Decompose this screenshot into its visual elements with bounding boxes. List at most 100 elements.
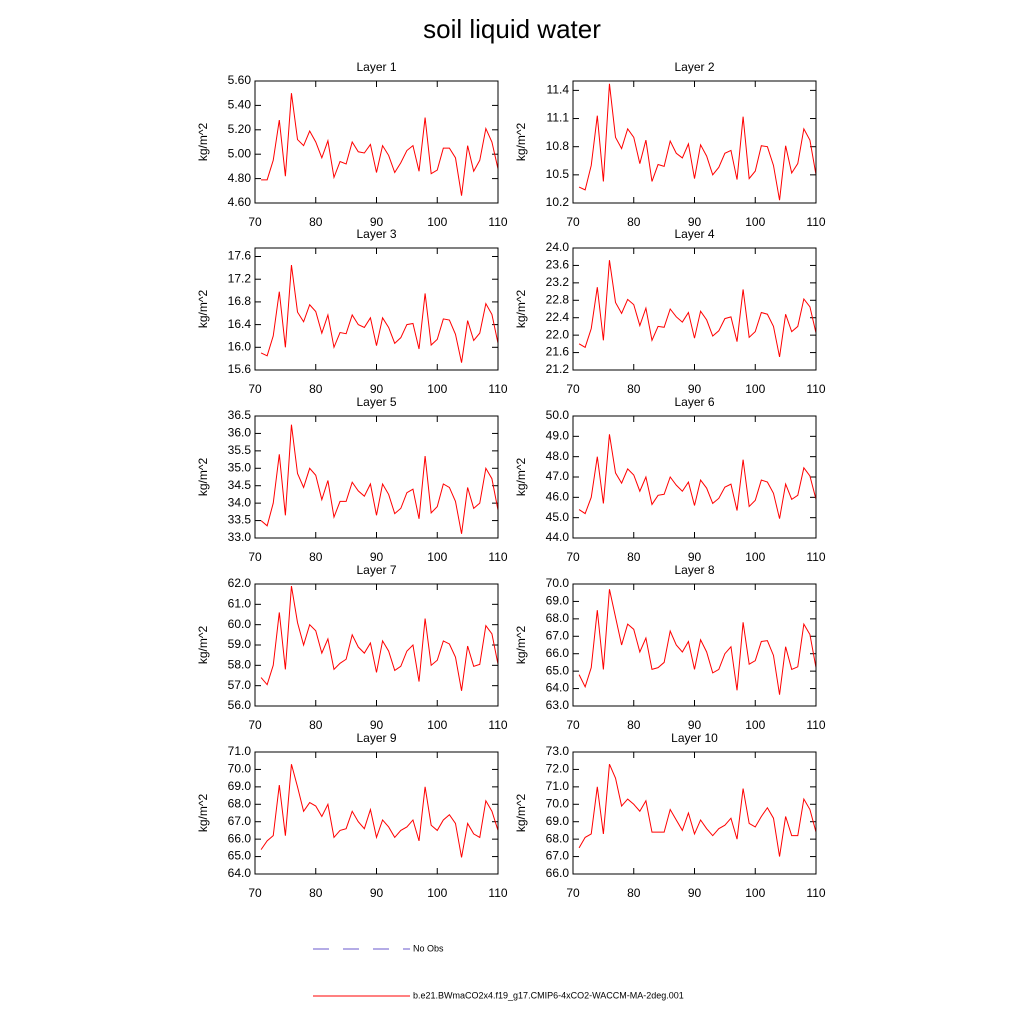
x-tick-label: 100 (427, 718, 447, 732)
y-tick-label: 16.4 (228, 317, 252, 331)
y-tick-label: 34.5 (228, 478, 252, 492)
y-tick-label: 70.0 (546, 576, 570, 590)
y-tick-label: 35.0 (228, 460, 252, 474)
panel-title: Layer 2 (674, 60, 714, 74)
y-tick-label: 10.8 (546, 139, 570, 153)
data-line (260, 264, 499, 363)
x-tick-label: 100 (427, 550, 447, 564)
data-line (260, 424, 499, 534)
x-tick-label: 100 (745, 550, 765, 564)
x-tick-label: 70 (566, 382, 580, 396)
panel: Layer 8 kg/m^2 63.0 64.0 65.0 66.0 67.0 68.0 69.… (514, 563, 826, 732)
x-tick-label: 90 (370, 886, 384, 900)
y-axis-label: kg/m^2 (514, 458, 528, 497)
x-tick-label: 110 (806, 382, 825, 396)
x-tick-label: 80 (309, 886, 323, 900)
y-tick-label: 22.0 (546, 327, 570, 341)
x-tick-label: 110 (488, 886, 507, 900)
plot-frame (572, 247, 817, 371)
x-tick-label: 90 (370, 382, 384, 396)
panel-title: Layer 9 (356, 731, 396, 745)
y-tick-label: 33.5 (228, 513, 252, 527)
y-tick-label: 62.0 (228, 576, 252, 590)
y-tick-label: 66.0 (546, 866, 570, 880)
y-tick-label: 44.0 (546, 530, 570, 544)
y-tick-label: 50.0 (546, 408, 570, 422)
x-tick-label: 80 (309, 550, 323, 564)
y-tick-label: 67.0 (546, 628, 570, 642)
figure-title: soil liquid water (423, 14, 601, 44)
y-tick-label: 69.0 (546, 814, 570, 828)
x-tick-label: 100 (427, 886, 447, 900)
y-tick-label: 73.0 (546, 744, 570, 758)
x-tick-label: 110 (806, 718, 825, 732)
y-tick-label: 36.0 (228, 426, 252, 440)
data-line (578, 589, 817, 695)
x-tick-label: 70 (566, 215, 580, 229)
plot-frame (572, 583, 817, 707)
y-tick-label: 57.0 (228, 678, 252, 692)
x-tick-label: 90 (370, 215, 384, 229)
y-tick-label: 49.0 (546, 429, 570, 443)
plot-frame (254, 247, 499, 371)
y-tick-label: 70.0 (546, 796, 570, 810)
data-line (260, 585, 499, 691)
data-line (578, 83, 817, 201)
data-line (578, 764, 817, 857)
x-tick-label: 110 (806, 215, 825, 229)
data-line (260, 764, 499, 858)
y-axis-label: kg/m^2 (196, 290, 210, 329)
y-tick-label: 63.0 (546, 698, 570, 712)
y-tick-label: 69.0 (546, 594, 570, 608)
y-tick-label: 67.0 (228, 814, 252, 828)
y-tick-label: 5.60 (228, 73, 252, 87)
y-tick-label: 71.0 (228, 744, 252, 758)
y-tick-label: 68.0 (228, 796, 252, 810)
panel-title: Layer 4 (674, 227, 714, 241)
x-tick-label: 110 (806, 886, 825, 900)
y-axis-label: kg/m^2 (514, 626, 528, 665)
y-tick-label: 11.4 (547, 83, 570, 97)
y-tick-label: 47.0 (546, 469, 570, 483)
panel-title: Layer 6 (674, 395, 714, 409)
y-axis-label: kg/m^2 (196, 123, 210, 162)
y-tick-label: 68.0 (546, 831, 570, 845)
y-tick-label: 56.0 (228, 698, 252, 712)
y-tick-label: 5.20 (228, 122, 252, 136)
y-axis-label: kg/m^2 (514, 290, 528, 329)
x-tick-label: 70 (248, 886, 262, 900)
x-tick-label: 110 (488, 550, 507, 564)
x-tick-label: 90 (688, 550, 702, 564)
plot-frame (254, 415, 499, 539)
y-tick-label: 65.0 (228, 849, 252, 863)
x-tick-label: 100 (745, 718, 765, 732)
y-tick-label: 10.2 (546, 195, 570, 209)
x-tick-label: 80 (309, 718, 323, 732)
panel: Layer 10 kg/m^2 66.0 67.0 68.0 69.0 70.0 71.0 72… (514, 731, 826, 900)
legend-label: No Obs (413, 943, 444, 953)
y-tick-label: 24.0 (546, 240, 570, 254)
y-tick-label: 64.0 (228, 866, 252, 880)
x-tick-label: 90 (688, 718, 702, 732)
panel-title: Layer 5 (356, 395, 396, 409)
y-tick-label: 61.0 (228, 597, 252, 611)
y-tick-label: 17.2 (228, 271, 252, 285)
y-tick-label: 11.1 (547, 111, 570, 125)
x-tick-label: 100 (427, 382, 447, 396)
panel: Layer 1 kg/m^2 4.60 4.80 5.00 5.20 5.40 5.60 70 8… (196, 60, 508, 229)
y-tick-label: 23.2 (546, 275, 570, 289)
y-tick-label: 22.4 (546, 310, 570, 324)
y-tick-label: 33.0 (228, 530, 252, 544)
y-tick-label: 72.0 (546, 762, 570, 776)
legend-label: b.e21.BWmaCO2x4.f19_g17.CMIP6-4xCO2-WACC… (413, 990, 684, 1000)
y-tick-label: 45.0 (546, 510, 570, 524)
x-tick-label: 70 (566, 550, 580, 564)
x-tick-label: 80 (627, 886, 641, 900)
y-tick-label: 23.6 (546, 258, 570, 272)
y-tick-label: 10.5 (546, 167, 570, 181)
x-tick-label: 90 (688, 886, 702, 900)
x-tick-label: 80 (627, 718, 641, 732)
y-tick-label: 66.0 (546, 646, 570, 660)
x-tick-label: 80 (309, 215, 323, 229)
